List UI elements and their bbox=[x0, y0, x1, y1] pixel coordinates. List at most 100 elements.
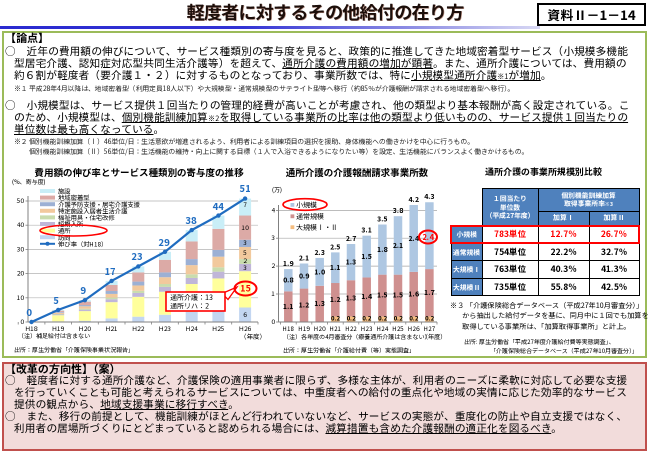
svg-text:2.3: 2.3 bbox=[314, 248, 325, 258]
svg-text:H20: H20 bbox=[314, 324, 325, 333]
svg-text:1.3: 1.3 bbox=[314, 299, 325, 309]
svg-text:1.4: 1.4 bbox=[361, 292, 372, 302]
svg-text:29: 29 bbox=[158, 235, 170, 249]
svg-text:44: 44 bbox=[212, 199, 224, 213]
svg-text:H22: H22 bbox=[132, 323, 144, 333]
svg-text:0.2: 0.2 bbox=[409, 314, 418, 323]
svg-text:15: 15 bbox=[240, 283, 251, 295]
svg-text:2.1: 2.1 bbox=[393, 241, 404, 251]
svg-text:(万): (万) bbox=[272, 185, 282, 194]
svg-text:通所: 通所 bbox=[58, 226, 71, 235]
svg-text:訪問: 訪問 bbox=[58, 233, 71, 242]
svg-text:6: 6 bbox=[243, 309, 247, 319]
svg-text:福祉用具・住宅改修: 福祉用具・住宅改修 bbox=[58, 213, 115, 222]
svg-text:1.9: 1.9 bbox=[283, 259, 294, 269]
svg-text:0.2: 0.2 bbox=[362, 314, 371, 323]
svg-text:通常規模: 通常規模 bbox=[296, 212, 324, 222]
svg-text:H18: H18 bbox=[283, 324, 295, 333]
svg-text:1.6: 1.6 bbox=[408, 289, 419, 299]
svg-text:20: 20 bbox=[17, 268, 24, 278]
svg-text:0.2: 0.2 bbox=[346, 314, 355, 323]
svg-text:通所介護：13: 通所介護：13 bbox=[170, 293, 213, 303]
svg-text:1.8: 1.8 bbox=[377, 245, 388, 255]
svg-text:51: 51 bbox=[239, 181, 250, 195]
svg-text:特定施設入居者生活介護: 特定施設入居者生活介護 bbox=[58, 206, 127, 215]
svg-text:2: 2 bbox=[243, 255, 247, 265]
svg-text:H27: H27 bbox=[424, 324, 436, 333]
svg-text:費用額の伸び率とサービス種類別の寄与度の推移: 費用額の伸び率とサービス種類別の寄与度の推移 bbox=[34, 165, 244, 179]
svg-text:0: 0 bbox=[271, 316, 275, 326]
svg-text:H20: H20 bbox=[79, 323, 91, 333]
svg-text:2.4: 2.4 bbox=[422, 232, 434, 243]
svg-text:1.2: 1.2 bbox=[299, 301, 310, 311]
svg-text:H18: H18 bbox=[26, 323, 38, 333]
svg-text:施設: 施設 bbox=[58, 187, 71, 196]
svg-text:1.7: 1.7 bbox=[424, 288, 435, 298]
svg-text:1.5: 1.5 bbox=[377, 291, 388, 301]
svg-text:出所：厚生労働省「介護給付費（等）実態調査」: 出所：厚生労働省「介護給付費（等）実態調査」 bbox=[283, 346, 415, 355]
svg-text:2.7: 2.7 bbox=[346, 234, 357, 244]
svg-text:17: 17 bbox=[104, 264, 116, 278]
svg-text:H26: H26 bbox=[408, 324, 419, 333]
svg-text:H25: H25 bbox=[392, 324, 403, 333]
svg-text:2.4: 2.4 bbox=[408, 234, 419, 244]
svg-text:通所リハ：2: 通所リハ：2 bbox=[170, 302, 210, 312]
svg-text:5: 5 bbox=[242, 247, 247, 257]
svg-text:9: 9 bbox=[80, 283, 86, 297]
svg-text:3.5: 3.5 bbox=[377, 215, 388, 225]
svg-text:1.3: 1.3 bbox=[346, 258, 357, 268]
svg-text:3: 3 bbox=[270, 232, 275, 242]
svg-text:介護予防支援・居宅介護支援: 介護予防支援・居宅介護支援 bbox=[58, 200, 141, 209]
svg-text:H26: H26 bbox=[239, 323, 251, 333]
svg-text:(%、寄与度): (%、寄与度) bbox=[12, 177, 46, 186]
svg-text:5: 5 bbox=[53, 293, 59, 307]
svg-text:4.2: 4.2 bbox=[408, 195, 419, 205]
svg-text:伸び率（対H18）: 伸び率（対H18） bbox=[58, 239, 107, 248]
svg-text:0.2: 0.2 bbox=[331, 314, 340, 323]
svg-text:H23: H23 bbox=[361, 324, 372, 333]
svg-text:大規模Ⅰ・Ⅱ: 大規模Ⅰ・Ⅱ bbox=[296, 223, 338, 233]
svg-text:1.2: 1.2 bbox=[330, 295, 341, 305]
svg-text:3: 3 bbox=[242, 237, 247, 247]
svg-text:1.5: 1.5 bbox=[361, 252, 372, 262]
svg-text:出所：厚生労働省「介護保険事業状況報告」: 出所：厚生労働省「介護保険事業状況報告」 bbox=[14, 345, 134, 354]
svg-text:H24: H24 bbox=[186, 323, 198, 333]
svg-text:2.5: 2.5 bbox=[330, 242, 341, 252]
svg-text:0: 0 bbox=[26, 305, 32, 319]
svg-text:地域密着型: 地域密着型 bbox=[58, 193, 90, 202]
svg-text:短期入所: 短期入所 bbox=[58, 220, 83, 229]
svg-text:小規模: 小規模 bbox=[296, 201, 317, 211]
svg-text:2.1: 2.1 bbox=[299, 254, 310, 264]
svg-text:10: 10 bbox=[241, 222, 248, 232]
svg-text:H22: H22 bbox=[345, 324, 356, 333]
svg-text:30: 30 bbox=[16, 243, 24, 253]
svg-text:23: 23 bbox=[131, 249, 143, 263]
svg-text:（年度）: （年度） bbox=[240, 331, 266, 341]
svg-text:（注）各年度の4月審査分（療養通所介護は含まない）: （注）各年度の4月審査分（療養通所介護は含まない） bbox=[283, 332, 430, 341]
svg-text:3: 3 bbox=[242, 262, 247, 272]
svg-text:1.1: 1.1 bbox=[330, 263, 341, 273]
svg-text:0.2: 0.2 bbox=[425, 314, 434, 323]
svg-text:H19: H19 bbox=[52, 323, 64, 333]
svg-text:通所介護の介護報酬請求事業所数: 通所介護の介護報酬請求事業所数 bbox=[286, 165, 429, 179]
svg-text:2: 2 bbox=[271, 260, 275, 270]
svg-text:（年度）: （年度） bbox=[422, 332, 447, 341]
svg-text:50: 50 bbox=[16, 195, 24, 205]
svg-text:H25: H25 bbox=[212, 323, 224, 333]
svg-text:0: 0 bbox=[20, 316, 24, 326]
svg-text:1: 1 bbox=[271, 288, 275, 298]
svg-text:H19: H19 bbox=[298, 324, 309, 333]
svg-text:4: 4 bbox=[271, 204, 275, 214]
svg-text:4.3: 4.3 bbox=[424, 192, 435, 202]
svg-text:1.3: 1.3 bbox=[346, 294, 357, 304]
svg-text:1.1: 1.1 bbox=[283, 302, 294, 312]
svg-text:10: 10 bbox=[17, 292, 24, 302]
svg-text:H24: H24 bbox=[377, 324, 389, 333]
svg-text:3.8: 3.8 bbox=[393, 206, 404, 216]
svg-text:H21: H21 bbox=[106, 323, 118, 333]
svg-text:40: 40 bbox=[17, 219, 24, 229]
svg-text:0.2: 0.2 bbox=[393, 314, 402, 323]
svg-text:H23: H23 bbox=[159, 323, 171, 333]
svg-text:1.0: 1.0 bbox=[314, 267, 325, 277]
svg-text:0.9: 0.9 bbox=[299, 272, 310, 282]
